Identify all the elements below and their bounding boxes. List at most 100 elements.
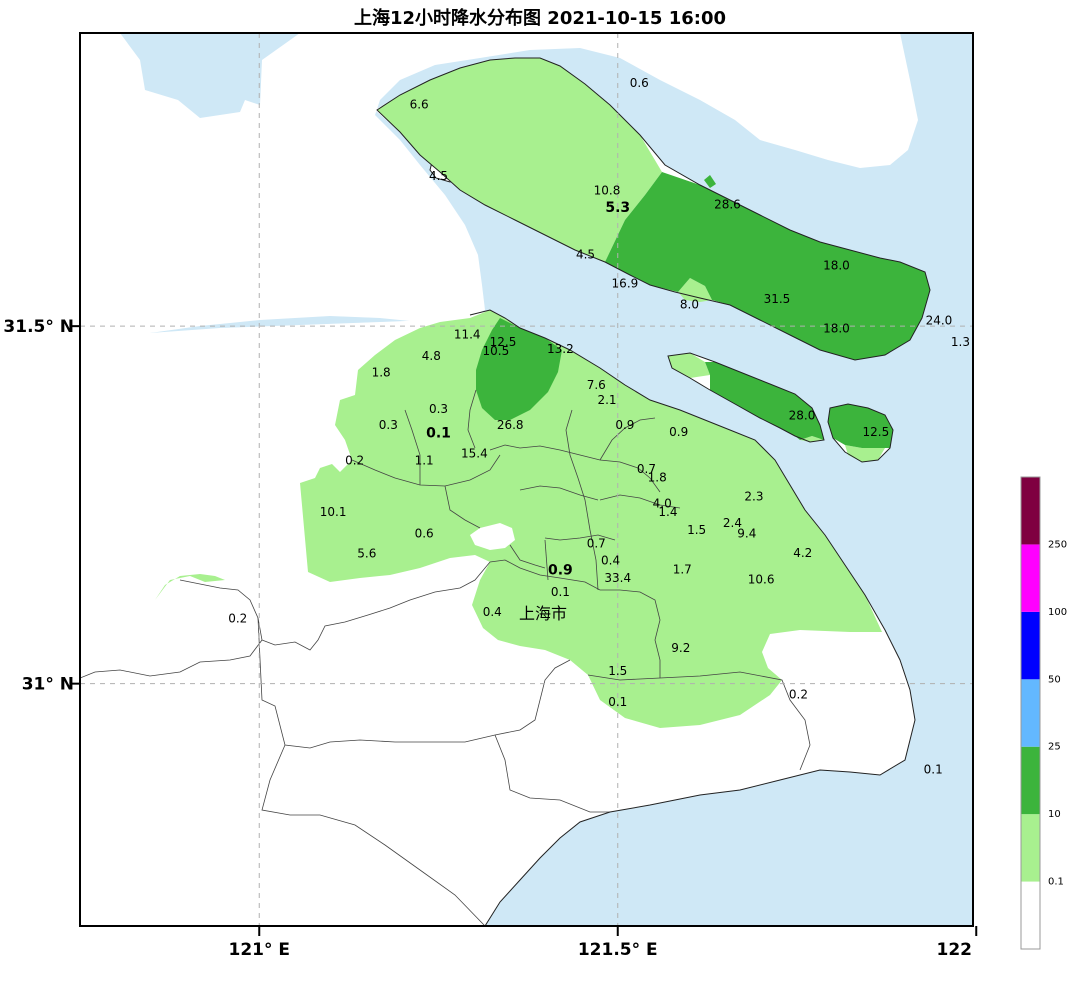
station-value: 0.1 xyxy=(924,762,943,776)
legend-swatch xyxy=(1021,881,1040,949)
station-value: 0.2 xyxy=(345,454,364,468)
legend-label: 100 xyxy=(1048,607,1067,618)
rain-area-moderate xyxy=(476,318,562,420)
station-value: 31.5 xyxy=(764,292,791,306)
city-label: 上海市 xyxy=(519,604,567,623)
station-value: 26.8 xyxy=(497,418,524,432)
station-value: 0.3 xyxy=(429,402,448,416)
legend-swatch xyxy=(1021,746,1040,815)
station-value: 0.3 xyxy=(379,418,398,432)
station-value: 0.6 xyxy=(415,527,434,541)
station-value: 28.0 xyxy=(789,409,816,423)
station-value: 12.5 xyxy=(490,335,517,349)
station-value: 4.5 xyxy=(429,169,448,183)
station-value: 1.5 xyxy=(687,523,706,537)
station-value: 2.4 xyxy=(723,516,742,530)
station-value: 0.4 xyxy=(483,605,502,619)
station-value: 18.0 xyxy=(823,321,850,335)
x-tick-label: 121° E xyxy=(228,940,290,960)
y-tick-label: 31° N xyxy=(22,675,74,695)
station-value: 0.9 xyxy=(669,425,688,439)
legend-label: 50 xyxy=(1048,674,1061,685)
rain-area-moderate xyxy=(605,172,930,360)
station-value: 0.9 xyxy=(615,418,634,432)
station-value: 18.0 xyxy=(823,258,850,272)
station-value: 4.0 xyxy=(653,496,672,510)
station-value: 0.2 xyxy=(789,687,808,701)
y-tick-label: 31.5° N xyxy=(3,317,74,337)
station-value: 24.0 xyxy=(926,313,953,327)
station-value: 10.8 xyxy=(594,183,621,197)
legend-label: 25 xyxy=(1048,742,1061,753)
station-values: 0.6 6.6 4.5 10.8 5.3 28.6 4.5 16.9 18.0 8.0 31.5 24… xyxy=(228,76,970,776)
station-value: 0.1 xyxy=(608,695,627,709)
station-value: 9.4 xyxy=(737,527,756,541)
station-value: 0.7 xyxy=(587,537,606,551)
legend-swatch xyxy=(1021,814,1040,882)
station-value: 1.1 xyxy=(415,454,434,468)
station-value: 7.6 xyxy=(587,378,606,392)
station-value: 15.4 xyxy=(461,446,488,460)
north-land xyxy=(80,33,918,333)
color-legend: 0.1 10 25 50 100 250 xyxy=(1020,476,1067,950)
station-value: 10.6 xyxy=(748,572,775,586)
coastline xyxy=(376,57,931,926)
station-value: 0.6 xyxy=(630,76,649,90)
rain-area-light xyxy=(155,574,225,600)
rain-area-gap xyxy=(470,523,515,550)
station-value: 0.4 xyxy=(601,554,620,568)
rain-area-light xyxy=(300,310,882,728)
station-value: 0.7 xyxy=(637,462,656,476)
legend-swatch xyxy=(1021,544,1040,612)
station-value: 1.8 xyxy=(648,471,667,485)
station-value: 4.2 xyxy=(793,546,812,560)
station-value: 6.6 xyxy=(410,98,429,112)
station-value: 13.2 xyxy=(547,342,574,356)
station-value: 0.2 xyxy=(228,612,247,626)
rain-area-moderate xyxy=(705,362,824,440)
station-value: 11.4 xyxy=(454,328,481,342)
station-value: 1.5 xyxy=(608,664,627,678)
station-value: 0.1 xyxy=(426,425,451,441)
legend-border xyxy=(1020,476,1041,950)
station-value: 1.3 xyxy=(951,335,970,349)
station-value: 1.7 xyxy=(673,562,692,576)
station-value: 33.4 xyxy=(604,571,631,585)
station-value: 10.5 xyxy=(483,344,510,358)
station-value: 28.6 xyxy=(714,198,741,212)
x-tick-label: 122 xyxy=(937,940,973,960)
axis-ticks: 121° E 121.5° E 122 31.5° N 31° N xyxy=(3,317,978,960)
station-value: 5.6 xyxy=(357,547,376,561)
legend-swatch xyxy=(1021,477,1040,545)
map-title: 上海12小时降水分布图 2021-10-15 16:00 xyxy=(353,8,726,29)
rain-area-moderate xyxy=(704,175,716,188)
rain-area-light xyxy=(678,278,712,302)
legend-swatch xyxy=(1021,679,1040,747)
graticule xyxy=(80,33,973,926)
rain-area-moderate xyxy=(828,404,893,448)
legend-label: 250 xyxy=(1048,539,1067,550)
legend-swatch xyxy=(1021,611,1040,680)
station-value: 8.0 xyxy=(680,298,699,312)
x-tick-label: 121.5° E xyxy=(578,940,658,960)
station-value: 1.8 xyxy=(372,366,391,380)
station-value: 2.3 xyxy=(744,489,763,503)
station-value: 16.9 xyxy=(612,276,639,290)
station-value: 9.2 xyxy=(671,641,690,655)
station-value: 4.8 xyxy=(422,349,441,363)
district-boundaries xyxy=(80,389,811,926)
station-value: 0.1 xyxy=(551,585,570,599)
rain-area-light xyxy=(377,58,662,262)
legend-label: 10 xyxy=(1048,809,1061,820)
rain-area-light xyxy=(668,353,710,378)
station-value: 1.4 xyxy=(658,505,677,519)
station-value: 12.5 xyxy=(863,425,890,439)
map-frame xyxy=(79,32,974,927)
station-value: 10.1 xyxy=(320,505,347,519)
station-value: 2.1 xyxy=(597,393,616,407)
station-value: 4.5 xyxy=(576,248,595,262)
station-value: 5.3 xyxy=(605,200,630,216)
station-value: 0.9 xyxy=(548,563,573,579)
legend-label: 0.1 xyxy=(1048,877,1064,888)
